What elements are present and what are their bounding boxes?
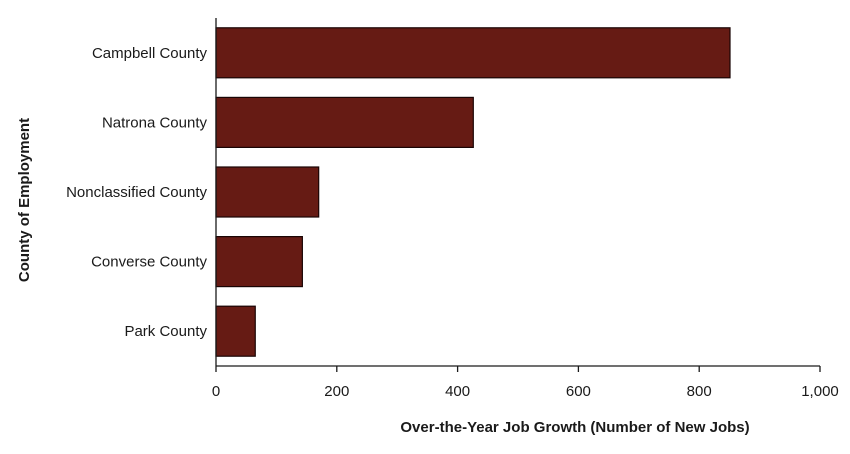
bar-0: [215, 27, 731, 79]
bar-1: [215, 96, 474, 149]
x-tick-label: 800: [687, 383, 712, 400]
category-label: Natrona County: [102, 114, 208, 131]
bar-2: [215, 166, 320, 218]
x-tick-label: 200: [324, 383, 349, 400]
bars-group: [215, 27, 731, 357]
x-tick-label: 0: [212, 383, 220, 400]
x-axis: 0 200 400 600 800 1,000: [212, 365, 839, 400]
bar-3: [215, 236, 303, 288]
category-label: Campbell County: [92, 45, 208, 62]
x-tick-label: 400: [445, 383, 470, 400]
bar-4: [215, 305, 256, 357]
category-label: Converse County: [91, 254, 207, 271]
x-axis-title: Over-the-Year Job Growth (Number of New …: [400, 419, 749, 436]
category-label: Park County: [124, 323, 207, 340]
category-label: Nonclassified County: [66, 184, 207, 201]
x-tick-label: 600: [566, 383, 591, 400]
x-tick-label: 1,000: [801, 383, 839, 400]
y-axis-title: County of Employment: [16, 118, 33, 282]
category-labels: Campbell County Natrona County Nonclassifi…: [66, 45, 207, 340]
